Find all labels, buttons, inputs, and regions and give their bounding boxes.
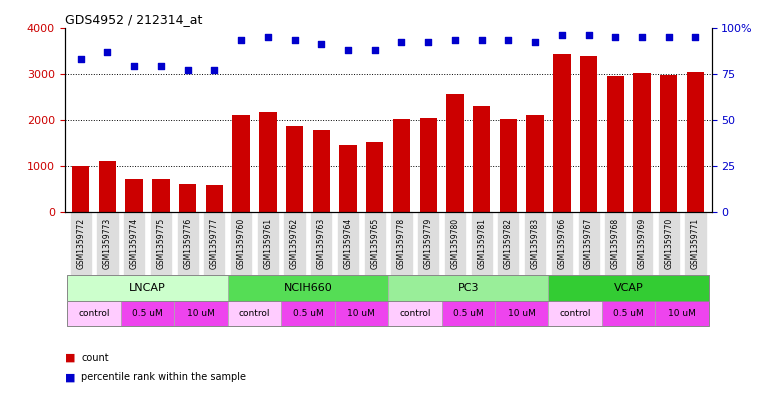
Text: ■: ■ [65,372,75,382]
Point [101,48,113,55]
Bar [419,118,437,212]
Bar [553,54,571,212]
Point [610,33,622,40]
Bar [549,275,708,301]
Point [209,67,221,73]
Bar [174,301,228,326]
Text: 0.5 uM: 0.5 uM [453,309,484,318]
Point [556,32,568,38]
Bar [441,301,495,326]
Text: GDS4952 / 212314_at: GDS4952 / 212314_at [65,13,202,26]
Bar [339,145,357,212]
Text: NCIH660: NCIH660 [284,283,333,293]
Bar [179,184,196,212]
Point [476,37,488,44]
Point [663,33,675,40]
Bar [313,130,330,212]
Point [582,32,594,38]
Bar [282,301,335,326]
Bar [99,162,116,212]
Bar [473,106,490,212]
Point [235,37,247,44]
Point [368,46,380,53]
Bar [527,115,544,212]
Point [182,67,194,73]
Text: control: control [559,309,591,318]
Bar [121,301,174,326]
Bar [607,75,624,212]
Point [636,33,648,40]
Bar [126,178,143,212]
Text: 10 uM: 10 uM [508,309,536,318]
Bar [366,141,384,212]
Point [449,37,461,44]
Bar [393,119,410,212]
Text: control: control [399,309,431,318]
Text: control: control [239,309,270,318]
Text: 10 uM: 10 uM [348,309,375,318]
Bar [286,126,303,212]
Bar [335,301,388,326]
Text: percentile rank within the sample: percentile rank within the sample [81,372,247,382]
Bar [580,56,597,212]
Text: LNCAP: LNCAP [129,283,166,293]
Point [128,63,140,70]
Bar [205,185,223,212]
Point [75,56,87,62]
Bar [72,166,89,212]
Bar [549,301,602,326]
Bar [232,115,250,212]
Text: 10 uM: 10 uM [187,309,215,318]
Bar [633,73,651,212]
Bar [687,72,704,212]
Point [529,39,541,46]
Point [422,39,435,46]
Text: control: control [78,309,110,318]
Text: 0.5 uM: 0.5 uM [132,309,163,318]
Point [342,46,354,53]
Bar [152,179,170,212]
Point [154,63,167,70]
Text: ■: ■ [65,353,75,363]
Bar [68,301,121,326]
Point [288,37,301,44]
Text: VCAP: VCAP [614,283,644,293]
Bar [228,301,282,326]
Text: PC3: PC3 [457,283,479,293]
Text: count: count [81,353,109,363]
Bar [388,301,441,326]
Bar [260,112,276,212]
Bar [68,275,228,301]
Bar [446,94,463,212]
Point [315,41,327,47]
Bar [660,75,677,212]
Point [689,33,702,40]
Point [502,37,514,44]
Text: 0.5 uM: 0.5 uM [292,309,323,318]
Point [396,39,408,46]
Bar [500,119,517,212]
Text: 0.5 uM: 0.5 uM [613,309,644,318]
Text: 10 uM: 10 uM [668,309,696,318]
Point [262,33,274,40]
Bar [602,301,655,326]
Bar [655,301,708,326]
Bar [228,275,388,301]
Bar [495,301,549,326]
Bar [388,275,549,301]
